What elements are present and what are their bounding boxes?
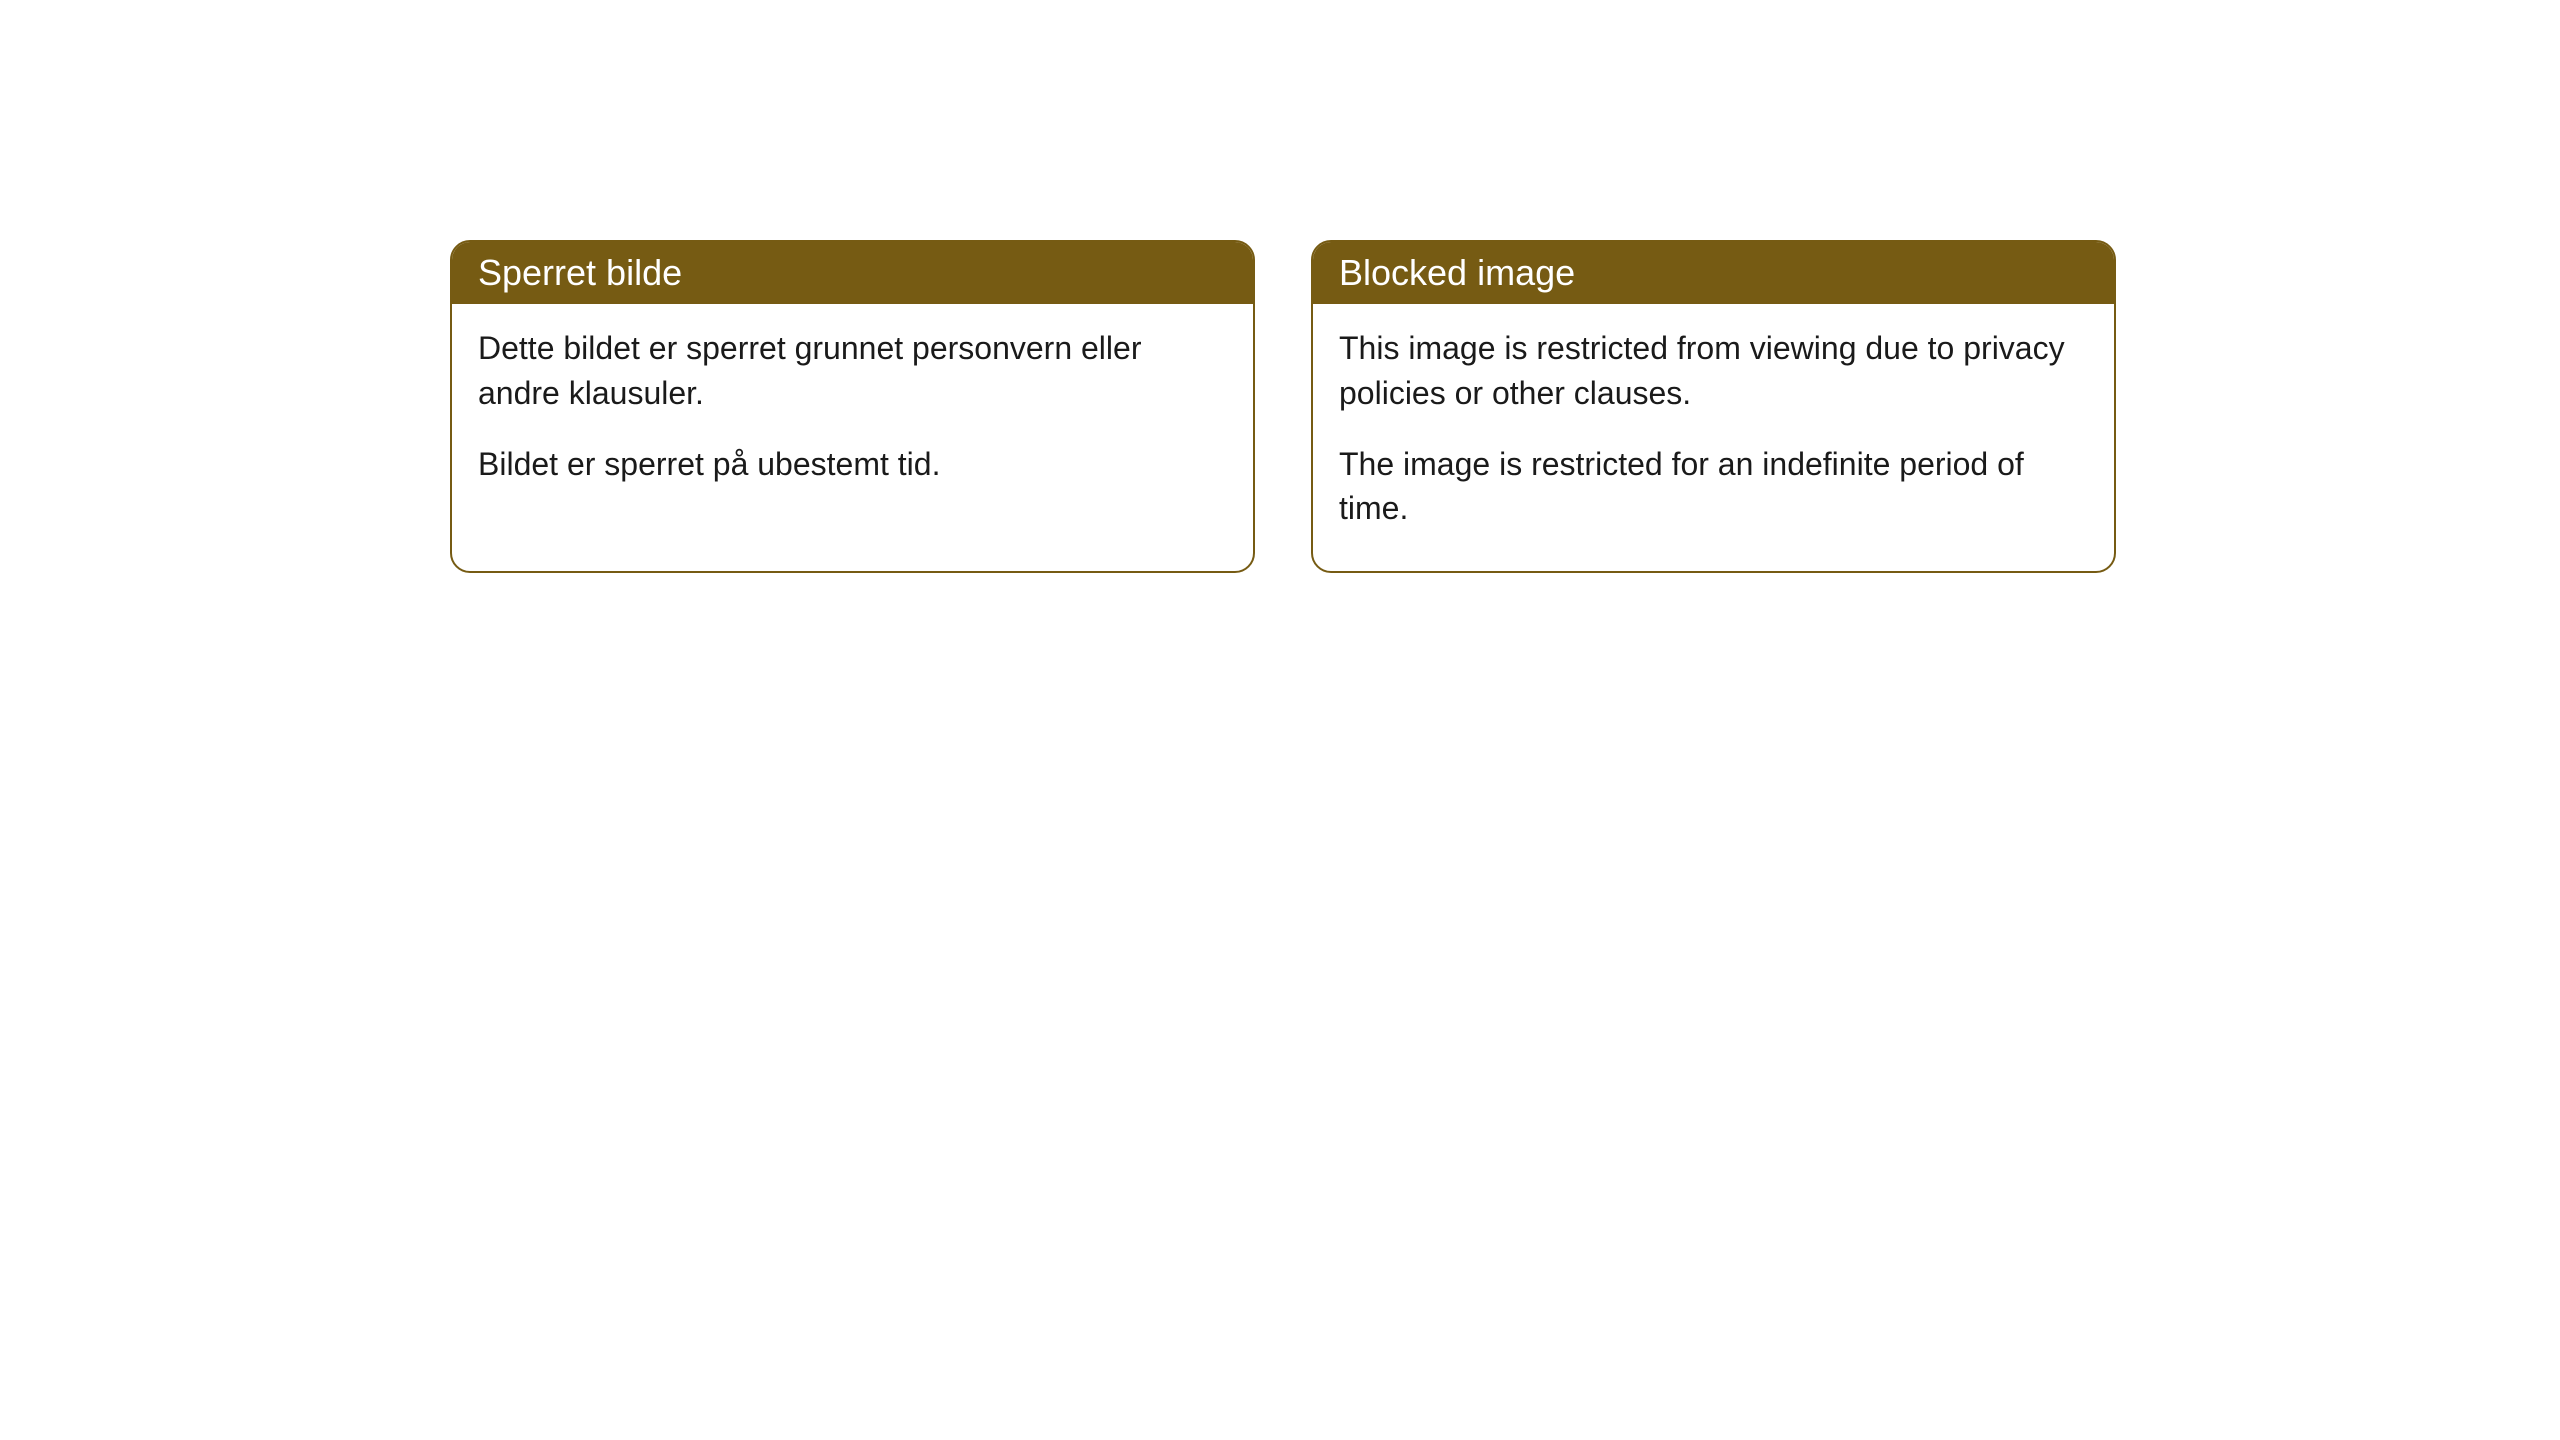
card-body: This image is restricted from viewing du…: [1313, 304, 2114, 571]
notice-cards-container: Sperret bilde Dette bildet er sperret gr…: [450, 240, 2560, 573]
card-title: Sperret bilde: [478, 252, 682, 293]
notice-card-norwegian: Sperret bilde Dette bildet er sperret gr…: [450, 240, 1255, 573]
card-body: Dette bildet er sperret grunnet personve…: [452, 304, 1253, 526]
card-header: Sperret bilde: [452, 242, 1253, 304]
card-title: Blocked image: [1339, 252, 1575, 293]
notice-card-english: Blocked image This image is restricted f…: [1311, 240, 2116, 573]
notice-text-line2: The image is restricted for an indefinit…: [1339, 442, 2088, 532]
notice-text-line2: Bildet er sperret på ubestemt tid.: [478, 442, 1227, 487]
card-header: Blocked image: [1313, 242, 2114, 304]
notice-text-line1: This image is restricted from viewing du…: [1339, 326, 2088, 416]
notice-text-line1: Dette bildet er sperret grunnet personve…: [478, 326, 1227, 416]
